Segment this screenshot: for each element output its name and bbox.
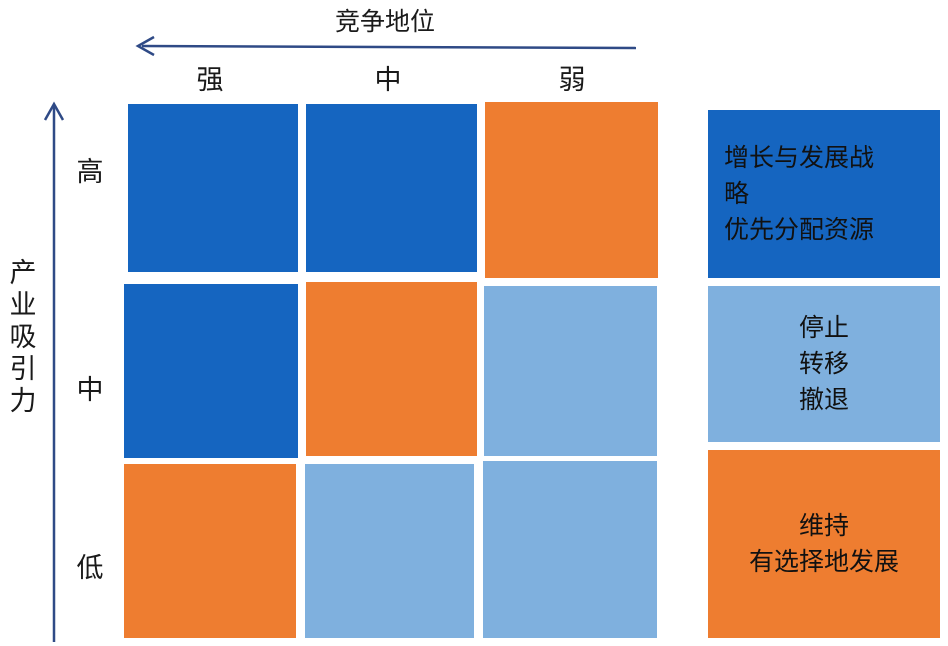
legend-maintain-strategy: 维持 有选择地发展: [708, 450, 940, 638]
matrix-cell-medium-strong: [124, 284, 298, 458]
legend-stop-text: 停止 转移 撤退: [798, 313, 849, 414]
y-axis-title: 产业吸引力: [9, 258, 37, 417]
column-label-weak: 弱: [558, 65, 586, 96]
column-label-medium: 中: [374, 65, 402, 96]
matrix-cell-low-strong: [124, 464, 296, 638]
row-label-high: 高: [76, 157, 104, 188]
matrix-cell-high-weak: [485, 102, 658, 278]
legend-growth-text: 增长与发展战 略 优先分配资源: [724, 143, 875, 244]
legend-growth-strategy: 增长与发展战 略 优先分配资源: [708, 110, 940, 278]
matrix-cell-high-strong: [128, 104, 298, 272]
legend-stop-strategy: 停止 转移 撤退: [708, 286, 940, 442]
matrix-cell-low-medium: [305, 464, 474, 638]
column-label-strong: 强: [196, 65, 224, 96]
matrix-cell-medium-weak: [484, 286, 657, 456]
matrix-cell-high-medium: [306, 104, 477, 272]
x-axis-arrow: [135, 35, 637, 57]
row-label-medium: 中: [76, 375, 104, 406]
row-label-low: 低: [76, 553, 104, 584]
y-axis-arrow: [43, 101, 65, 642]
x-axis-title: 竞争地位: [334, 7, 435, 36]
matrix-cell-low-weak: [483, 461, 657, 638]
matrix-cell-medium-medium: [306, 282, 477, 456]
legend-maintain-text: 维持 有选择地发展: [748, 511, 899, 576]
